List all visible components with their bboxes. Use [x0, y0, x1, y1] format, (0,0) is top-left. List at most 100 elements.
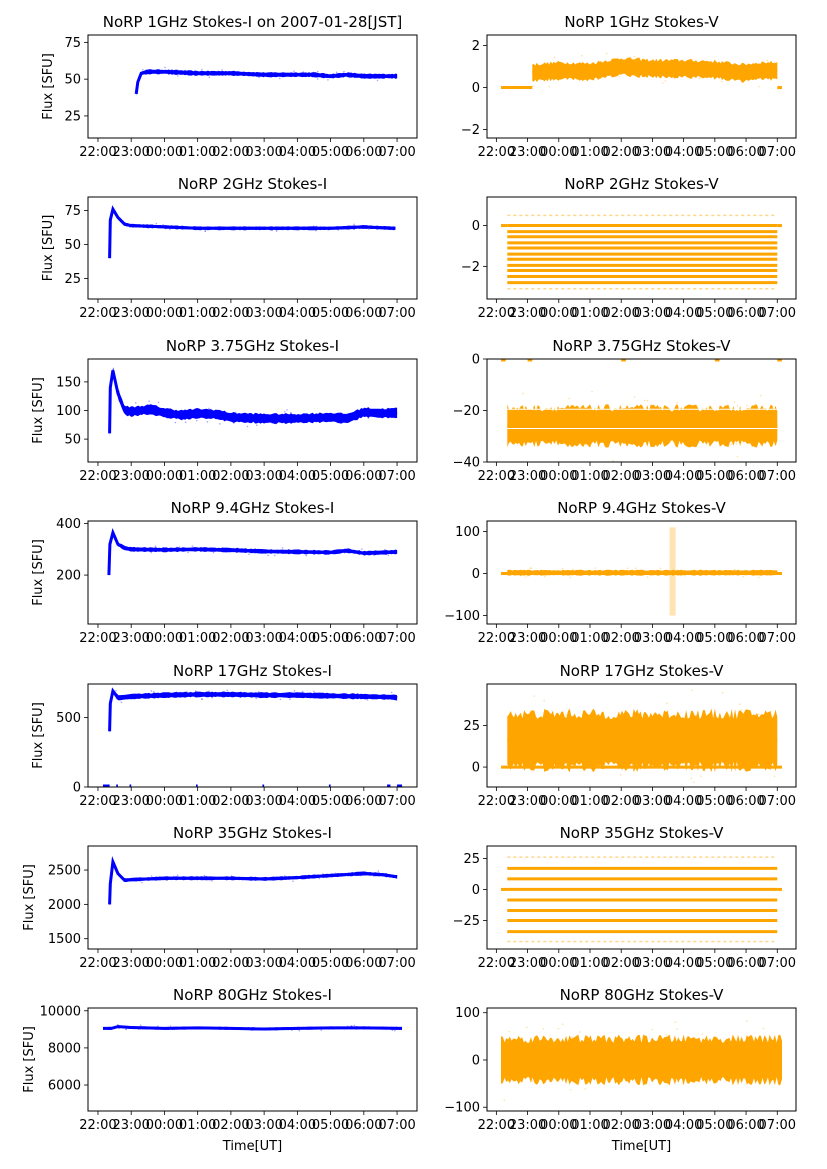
data-point: [746, 404, 748, 407]
data-point: [594, 567, 597, 569]
data-point: [643, 399, 646, 402]
x-tick-label: 22:00: [79, 1118, 116, 1133]
x-tick-label: 06:00: [727, 469, 764, 484]
data-point: [672, 790, 674, 792]
data-point: [175, 691, 178, 694]
data-point: [532, 85, 534, 87]
data-point: [208, 690, 210, 693]
data-point: [172, 875, 175, 878]
data-point: [730, 443, 733, 446]
data-point: [353, 223, 355, 226]
data-line: [134, 70, 398, 95]
data-point: [522, 392, 524, 395]
data-point: [361, 414, 364, 417]
data-point: [569, 1088, 572, 1091]
data-point: [374, 693, 377, 696]
data-point: [152, 691, 155, 693]
data-point: [627, 1048, 629, 1051]
x-tick-label: 07:00: [378, 956, 415, 971]
data-point: [112, 206, 114, 209]
x-tick-label: 02:00: [602, 145, 639, 160]
data-point: [551, 71, 554, 73]
data-point: [302, 413, 305, 416]
x-tick-label: 04:00: [665, 794, 702, 809]
y-tick-label: 25: [463, 719, 480, 734]
data-point: [568, 397, 570, 400]
data-point: [757, 576, 760, 579]
x-tick-label: 03:00: [634, 306, 671, 321]
data-point: [646, 576, 649, 578]
data-point: [542, 1028, 545, 1030]
data-point: [578, 1077, 581, 1080]
data-point: [140, 550, 142, 552]
data-point: [180, 877, 183, 880]
data-point: [664, 80, 667, 82]
data-point: [343, 551, 346, 554]
data-point: [547, 414, 550, 417]
data-point: [258, 76, 260, 79]
x-tick-label: 02:00: [212, 145, 249, 160]
data-point: [275, 877, 278, 880]
x-tick-label: 22:00: [79, 469, 116, 484]
axes-frame: [486, 845, 797, 950]
plot-area: [501, 527, 782, 616]
x-tick-label: 00:00: [540, 469, 577, 484]
data-point: [116, 1023, 119, 1026]
x-tick-label: 04:00: [279, 956, 316, 971]
data-point: [382, 696, 384, 699]
data-point: [218, 423, 221, 425]
data-point: [773, 67, 776, 69]
x-tick-label: 07:00: [759, 306, 796, 321]
data-point: [164, 227, 167, 230]
data-point: [528, 414, 531, 417]
data-point: [549, 78, 552, 81]
data-point: [529, 567, 532, 569]
data-point: [271, 73, 273, 75]
data-point: [337, 229, 340, 231]
y-tick-label: 25: [463, 852, 480, 867]
data-point: [599, 439, 602, 441]
data-point: [525, 1026, 528, 1029]
x-tick-label: 02:00: [212, 631, 249, 646]
x-tick-label: 04:00: [665, 956, 702, 971]
y-tick-label: 0: [73, 781, 81, 796]
data-point: [565, 714, 567, 716]
data-point: [201, 68, 203, 71]
y-tick-label: −2: [461, 123, 480, 138]
x-tick-label: 05:00: [696, 306, 733, 321]
data-point: [765, 1061, 768, 1064]
data-point: [136, 86, 138, 89]
data-point: [120, 701, 123, 704]
data-point: [333, 413, 336, 416]
data-point: [248, 553, 250, 555]
data-point: [629, 1072, 631, 1075]
plot-area: [501, 359, 782, 462]
data-point: [147, 225, 150, 227]
data-point: [737, 734, 739, 736]
data-point: [520, 569, 522, 572]
x-tick-label: 23:00: [112, 469, 149, 484]
x-tick-label: 07:00: [378, 794, 415, 809]
x-tick-label: 02:00: [212, 1118, 249, 1133]
axes-frame: [87, 196, 418, 300]
data-point: [511, 1067, 514, 1070]
x-tick-label: 07:00: [759, 794, 796, 809]
y-axis-label: Flux [SFU]: [31, 702, 46, 769]
data-line: [108, 856, 398, 905]
x-tick-label: 06:00: [727, 794, 764, 809]
data-point: [340, 418, 342, 420]
x-tick-label: 22:00: [79, 145, 116, 160]
data-point: [567, 69, 569, 71]
data-point: [579, 1031, 581, 1033]
data-point: [188, 548, 191, 551]
y-tick-label: −100: [444, 1101, 480, 1116]
data-point: [292, 880, 294, 882]
data-point: [246, 694, 249, 697]
x-tick-label: 22:00: [478, 469, 515, 484]
data-point: [204, 229, 207, 232]
data-point: [740, 73, 743, 76]
data-point: [150, 551, 153, 554]
panel-p4v: 22:0023:0000:0001:0002:0003:0004:0005:00…: [444, 499, 797, 646]
chart-title: NoRP 17GHz Stokes-I: [173, 662, 332, 680]
panel-p5i: 22:0023:0000:0001:0002:0003:0004:0005:00…: [31, 662, 418, 809]
